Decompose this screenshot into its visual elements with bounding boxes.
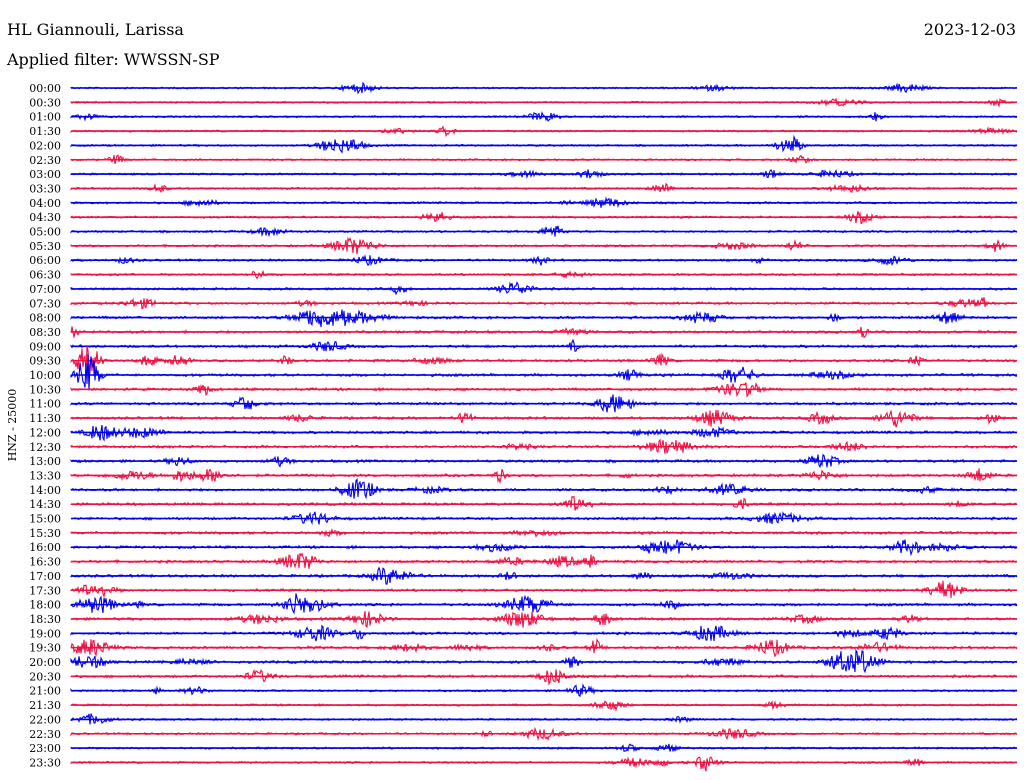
hour-label: 06:30 <box>29 269 61 282</box>
hour-label: 04:00 <box>29 197 61 210</box>
hour-label: 21:30 <box>29 699 61 712</box>
hour-label: 20:00 <box>29 656 61 669</box>
hour-label: 06:00 <box>29 254 61 267</box>
hour-label: 08:00 <box>29 312 61 325</box>
hour-label: 12:30 <box>29 441 61 454</box>
hour-label: 02:00 <box>29 139 61 152</box>
hour-label: 03:30 <box>29 182 61 195</box>
hour-label: 10:30 <box>29 383 61 396</box>
hour-label: 00:00 <box>29 82 61 95</box>
hour-label: 17:00 <box>29 570 61 583</box>
hour-label: 09:30 <box>29 355 61 368</box>
hour-label: 01:30 <box>29 125 61 138</box>
hour-label: 02:30 <box>29 154 61 167</box>
hour-label: 15:00 <box>29 513 61 526</box>
hour-label: 11:30 <box>29 412 61 425</box>
hour-label: 05:30 <box>29 240 61 253</box>
hour-label: 17:30 <box>29 584 61 597</box>
hour-label: 19:00 <box>29 627 61 640</box>
hour-label: 07:30 <box>29 297 61 310</box>
hour-label: 23:00 <box>29 742 61 755</box>
hour-label: 12:00 <box>29 426 61 439</box>
hour-label: 11:00 <box>29 398 61 411</box>
hour-label: 01:00 <box>29 111 61 124</box>
hour-label: 18:30 <box>29 613 61 626</box>
trace-line <box>70 580 1018 599</box>
hour-label: 21:00 <box>29 685 61 698</box>
hour-label: 14:30 <box>29 498 61 511</box>
hour-label: 13:30 <box>29 469 61 482</box>
hour-label: 22:00 <box>29 713 61 726</box>
hour-label: 14:00 <box>29 484 61 497</box>
hour-label: 10:00 <box>29 369 61 382</box>
trace-line <box>70 756 1018 772</box>
hour-label: 16:30 <box>29 556 61 569</box>
hour-label: 20:30 <box>29 670 61 683</box>
y-axis-label: HNZ - 25000 <box>6 389 19 462</box>
hour-label: 05:00 <box>29 226 61 239</box>
trace-line <box>70 593 1018 615</box>
hour-label: 07:00 <box>29 283 61 296</box>
hour-label: 15:30 <box>29 527 61 540</box>
date-label: 2023-12-03 <box>923 20 1016 39</box>
hour-label: 13:00 <box>29 455 61 468</box>
filter-label: Applied filter: WWSSN-SP <box>7 50 220 69</box>
hour-label: 19:30 <box>29 642 61 655</box>
trace-line <box>70 134 1018 154</box>
hour-label: 16:00 <box>29 541 61 554</box>
hour-label: 23:30 <box>29 756 61 769</box>
trace-group <box>70 81 1018 772</box>
hour-label: 22:30 <box>29 728 61 741</box>
hour-label: 04:30 <box>29 211 61 224</box>
hour-label: 03:00 <box>29 168 61 181</box>
hour-label: 18:00 <box>29 599 61 612</box>
station-title: HL Giannouli, Larissa <box>7 20 184 39</box>
hour-label: 08:30 <box>29 326 61 339</box>
hour-label: 00:30 <box>29 96 61 109</box>
hour-label: 09:00 <box>29 340 61 353</box>
